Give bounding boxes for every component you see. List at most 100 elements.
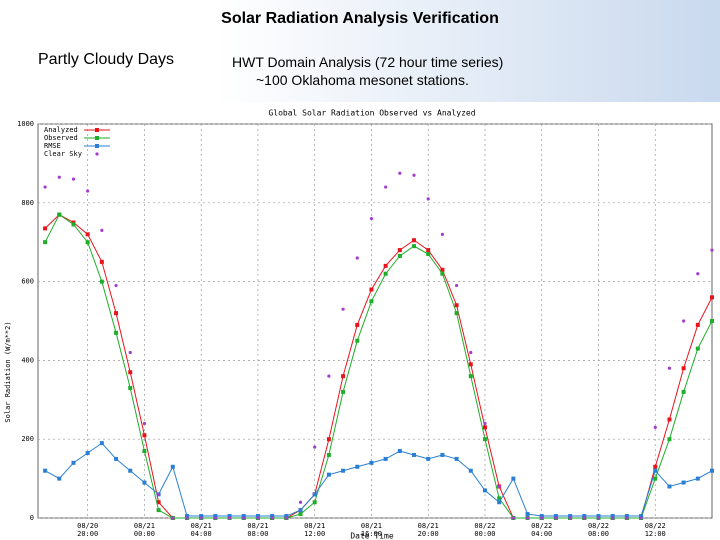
data-point (681, 389, 686, 394)
data-point (596, 516, 601, 520)
data-point (667, 417, 672, 422)
data-point (426, 197, 430, 201)
x-tick-label: 08/21 08:00 (247, 522, 268, 538)
series-line (44, 442, 713, 517)
data-point (369, 287, 374, 292)
data-point (199, 516, 203, 520)
data-point (369, 299, 374, 304)
data-point (43, 240, 48, 245)
data-point (468, 362, 473, 367)
legend-swatch (95, 128, 99, 132)
data-point (85, 240, 90, 245)
data-point (86, 189, 90, 193)
data-point (57, 175, 61, 179)
data-point (128, 350, 132, 355)
data-point (142, 421, 147, 426)
data-point (426, 248, 431, 253)
data-point (383, 263, 388, 268)
data-point (227, 514, 232, 519)
data-point (227, 516, 232, 520)
y-axis-label: Solar Radiation (W/m**2) (4, 321, 12, 422)
data-point (525, 516, 530, 520)
x-tick-label: 08/22 00:00 (474, 522, 495, 538)
data-point (710, 295, 714, 300)
data-point (383, 271, 388, 276)
data-point (695, 476, 700, 481)
data-point (454, 303, 459, 308)
data-point (497, 484, 501, 489)
data-point (468, 468, 473, 473)
data-point (440, 452, 445, 457)
chart-title: Global Solar Radiation Observed vs Analy… (268, 109, 475, 118)
data-point (369, 216, 374, 221)
data-point (525, 512, 530, 517)
legend-label: Observed (44, 134, 78, 142)
data-point (695, 322, 700, 327)
x-tick-label: 08/21 16:00 (361, 522, 382, 538)
data-point (611, 516, 615, 520)
data-point (710, 248, 714, 252)
data-point (468, 374, 473, 379)
plot-area (37, 123, 713, 519)
legend-swatch (95, 136, 99, 140)
data-point (482, 425, 487, 430)
data-point (85, 450, 90, 455)
data-point (554, 516, 558, 520)
data-point (298, 512, 303, 517)
data-point (128, 370, 133, 375)
left-heading: Partly Cloudy Days (38, 51, 175, 68)
data-point (440, 232, 444, 236)
data-point (454, 456, 459, 461)
data-point (184, 514, 189, 519)
x-tick-label: 08/21 04:00 (191, 522, 212, 538)
data-point (142, 449, 147, 454)
data-point (114, 330, 119, 335)
data-point (99, 441, 104, 446)
data-point (482, 488, 487, 493)
data-point (99, 279, 104, 284)
data-point (171, 516, 175, 520)
legend-swatch (95, 152, 99, 156)
data-point (284, 514, 289, 519)
data-point (653, 464, 658, 469)
data-point (426, 456, 431, 461)
data-point (128, 385, 133, 390)
data-point (326, 472, 331, 477)
data-point (398, 171, 402, 175)
data-point (681, 480, 686, 485)
data-point (397, 449, 402, 454)
data-point (157, 492, 161, 496)
data-point (313, 445, 317, 449)
data-point (341, 468, 346, 473)
data-point (270, 516, 274, 520)
data-point (667, 484, 672, 489)
data-point (497, 500, 502, 505)
data-point (99, 259, 104, 264)
data-point (114, 283, 118, 288)
data-point (682, 319, 686, 323)
x-tick-label: 08/21 20:00 (418, 522, 439, 538)
data-point (667, 437, 672, 442)
legend-label: RMSE (44, 142, 61, 150)
x-axis-label: Date Time (350, 532, 394, 540)
data-point (568, 516, 572, 520)
chart: Global Solar Radiation Observed vs Analy… (0, 102, 720, 540)
data-point (511, 476, 516, 481)
data-point (256, 516, 260, 520)
data-point (170, 464, 175, 469)
data-point (71, 177, 76, 181)
data-point (582, 516, 586, 520)
data-point (142, 433, 147, 438)
series-line (44, 213, 713, 519)
data-point (326, 437, 331, 442)
y-tick-label: 600 (21, 278, 34, 286)
data-point (454, 283, 459, 288)
data-point (57, 212, 62, 217)
data-point (369, 460, 374, 465)
data-point (355, 322, 360, 327)
data-point (625, 516, 629, 520)
data-point (255, 514, 260, 519)
data-point (242, 516, 246, 520)
data-point (341, 307, 345, 311)
x-tick-label: 08/22 04:00 (531, 522, 552, 538)
